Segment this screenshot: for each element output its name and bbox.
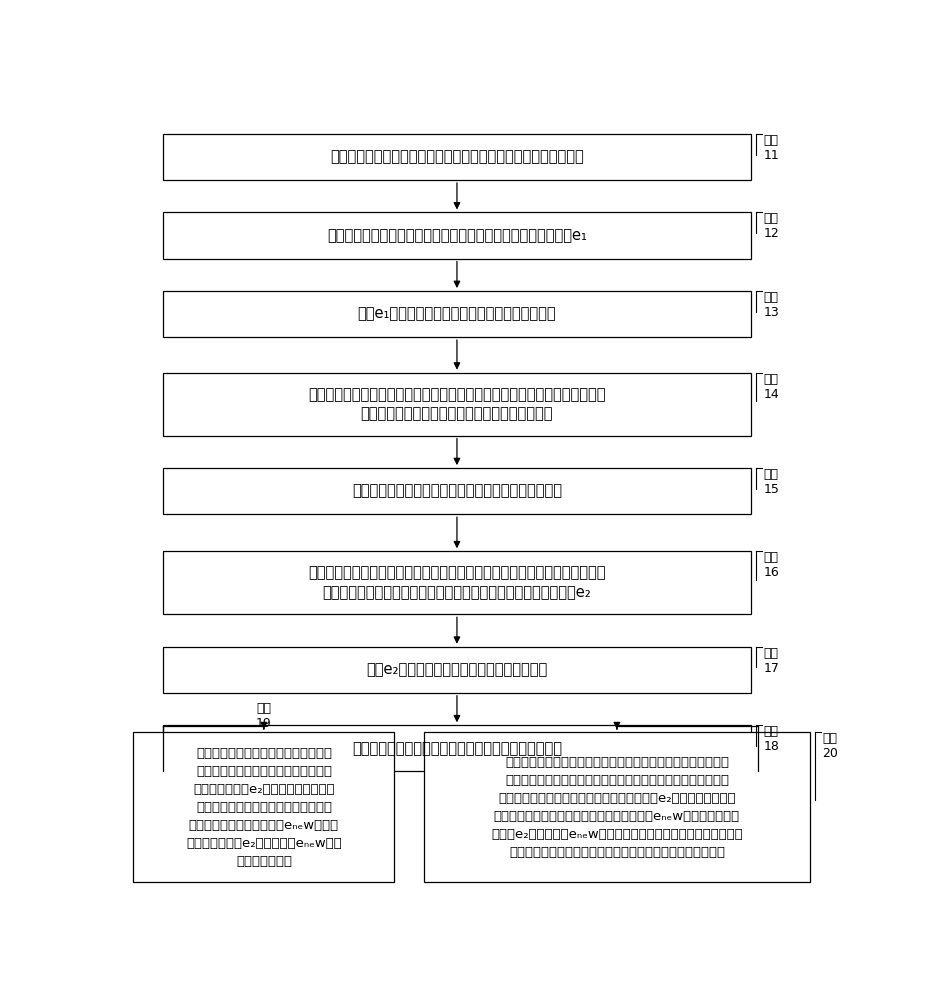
- Text: 步骤
14: 步骤 14: [764, 373, 779, 401]
- Text: 根据所述随机采样位形、所述随机采样位形最近邻的位形点以及所述扩展步长
的初始值计算得到不与障碍物发生碰撞的新位形点: 根据所述随机采样位形、所述随机采样位形最近邻的位形点以及所述扩展步长 的初始值计…: [308, 387, 605, 422]
- Text: 步骤
19: 步骤 19: [256, 702, 271, 730]
- Text: 步骤
18: 步骤 18: [764, 725, 779, 753]
- Bar: [163, 134, 752, 180]
- Text: 步骤
20: 步骤 20: [823, 732, 838, 760]
- Bar: [163, 725, 752, 771]
- Bar: [163, 212, 752, 259]
- Text: 步骤
17: 步骤 17: [764, 647, 779, 675]
- Text: 步骤
12: 步骤 12: [764, 212, 779, 240]
- Text: 利用加权采样方法，从位形空间随机采样获得一个随机采样位形点: 利用加权采样方法，从位形空间随机采样获得一个随机采样位形点: [330, 149, 584, 164]
- Text: 根据所述最近邻的位形点以及所述新位形点做碰撞检测: 根据所述最近邻的位形点以及所述新位形点做碰撞检测: [352, 484, 562, 499]
- Text: 如果连接所述最近邻的位形点和所述新
位形点之间的路径没有与障碍物发生碰
撞，则将所述边e₂、所述最近邻的位形
点和所述新位形点添加至所述逆向快速
密集搜索树中，: 如果连接所述最近邻的位形点和所述新 位形点之间的路径没有与障碍物发生碰 撞，则将…: [186, 747, 342, 868]
- Text: 在边e₂上搜索与所述新位形点最近邻的位形点: 在边e₂上搜索与所述新位形点最近邻的位形点: [366, 662, 548, 677]
- Text: 如果连接所述最近邻的位形点和所述新位形点之间的路径与障碍
物发生碰撞，计算机器人从向移动而不与障碍物发生碰撞的最合
适的位形点，将所述最适合的位形点、所述边e₂: 如果连接所述最近邻的位形点和所述新位形点之间的路径与障碍 物发生碰撞，计算机器人…: [491, 756, 743, 859]
- Bar: [163, 551, 752, 614]
- Bar: [163, 647, 752, 693]
- Bar: [424, 732, 809, 882]
- Bar: [163, 373, 752, 436]
- Bar: [163, 468, 752, 514]
- Text: 搜索所述正向快速密集搜索树上与所述随机采样位形最近邻的边e₁: 搜索所述正向快速密集搜索树上与所述随机采样位形最近邻的边e₁: [327, 228, 586, 243]
- Bar: [133, 732, 395, 882]
- Text: 如果连接所述最近邻的位形点和所述新位形点之间的路径没有与障碍物发生碰
撞，则搜索所述逆向快速密集搜索树上与所述新位形点最近邻的边e₂: 如果连接所述最近邻的位形点和所述新位形点之间的路径没有与障碍物发生碰 撞，则搜索…: [308, 565, 605, 600]
- Text: 步骤
16: 步骤 16: [764, 551, 779, 579]
- Bar: [163, 291, 752, 337]
- Text: 步骤
15: 步骤 15: [764, 468, 779, 496]
- Text: 步骤
13: 步骤 13: [764, 291, 779, 319]
- Text: 根据所述最近邻的位形点以及所述新位形点做碰撞检测: 根据所述最近邻的位形点以及所述新位形点做碰撞检测: [352, 741, 562, 756]
- Text: 步骤
11: 步骤 11: [764, 134, 779, 162]
- Text: 在边e₁上搜索与所述随机采样位形最近邻的位形点: 在边e₁上搜索与所述随机采样位形最近邻的位形点: [358, 307, 556, 322]
